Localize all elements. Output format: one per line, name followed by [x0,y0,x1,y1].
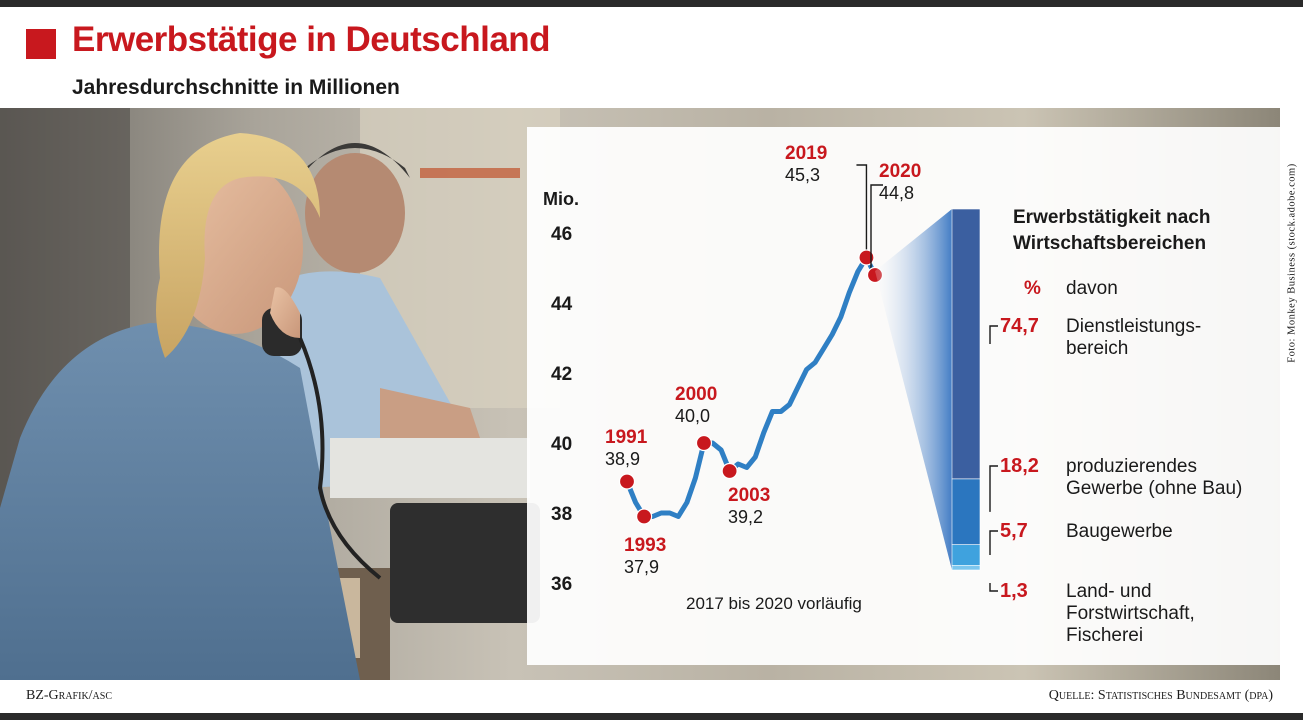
chart-panel: Mio. 36 38 40 42 44 46 1991 38,9 1993 37,9 2000 40,0… [527,127,1287,665]
segment-leader [989,530,998,556]
annotation-value: 45,3 [785,165,820,185]
bar-unit: % [1024,278,1041,299]
photo-credit-text: Foto: Monkey Business (stock.adobe.com) [1286,163,1298,363]
segment-name: produzierendes [1066,456,1197,477]
bar-segment [951,565,981,571]
bottom-rule [0,713,1303,720]
top-rule [0,0,1303,7]
segment-name: Baugewerbe [1066,521,1173,542]
y-tick-label: 46 [551,224,572,245]
graphic-credit: BZ-Grafik/asc [26,688,113,703]
annotation-year: 2003 [728,485,770,506]
office-photo-illustration [0,108,560,680]
bar-title-line-1: Erwerbstätigkeit nach [1013,207,1210,228]
data-point-marker [618,473,636,490]
bar-segment [951,208,981,480]
data-point-marker [858,249,875,266]
annotation-year: 1991 [605,427,648,448]
segment-leader [989,465,998,512]
segment-value: 5,7 [1000,520,1028,542]
segment-leader [989,583,998,592]
annotation-year: 2020 [879,161,921,182]
y-tick-label: 40 [551,434,572,455]
segment-value: 1,3 [1000,580,1028,602]
segment-name: bereich [1066,338,1128,359]
bar-segment [951,478,981,546]
y-axis-unit-label: Mio. [543,189,579,209]
annotation-leader-2020 [870,184,883,275]
data-point-marker [695,434,713,452]
segment-name: Dienstleistungs- [1066,316,1201,337]
segment-value: 18,2 [1000,455,1039,477]
annotation-value: 37,9 [624,557,659,577]
segment-leader [989,325,998,344]
title-marker [26,29,56,59]
annotation-year: 2000 [675,384,717,405]
connector-wedge [875,209,952,570]
chart-note: 2017 bis 2020 vorläufig [686,594,862,613]
data-point-marker [636,508,653,525]
y-tick-label: 38 [551,504,572,525]
bar-title-line-2: Wirtschaftsbereichen [1013,233,1206,254]
annotation-leader-2019 [856,164,868,258]
chart-subtitle: Jahresdurchschnitte in Millionen [72,76,400,99]
y-tick-label: 44 [551,294,573,315]
annotation-value: 39,2 [728,507,763,527]
bar-unit-label: davon [1066,278,1118,299]
sector-stacked-bar: 74,7 Dienstleistungs-bereich 18,2 produzier… [875,207,1242,646]
y-tick-label: 42 [551,364,572,385]
employment-series-line [624,255,878,519]
chart-title: Erwerbstätige in Deutschland [72,20,551,59]
segment-name: Forstwirtschaft, [1066,603,1195,624]
segment-name: Fischerei [1066,625,1143,646]
y-tick-label: 36 [551,574,572,595]
annotation-year: 2019 [785,143,827,164]
annotation-value: 44,8 [879,183,914,203]
segment-name: Gewerbe (ohne Bau) [1066,478,1242,499]
bar-segment [951,544,981,566]
annotation-year: 1993 [624,535,666,556]
data-source: Quelle: Statistisches Bundesamt (dpa) [1048,688,1273,703]
segment-name: Land- und [1066,581,1152,602]
data-point-marker [721,462,738,480]
segment-value: 74,7 [1000,315,1039,337]
annotation-value: 38,9 [605,449,640,469]
annotation-value: 40,0 [675,406,710,426]
